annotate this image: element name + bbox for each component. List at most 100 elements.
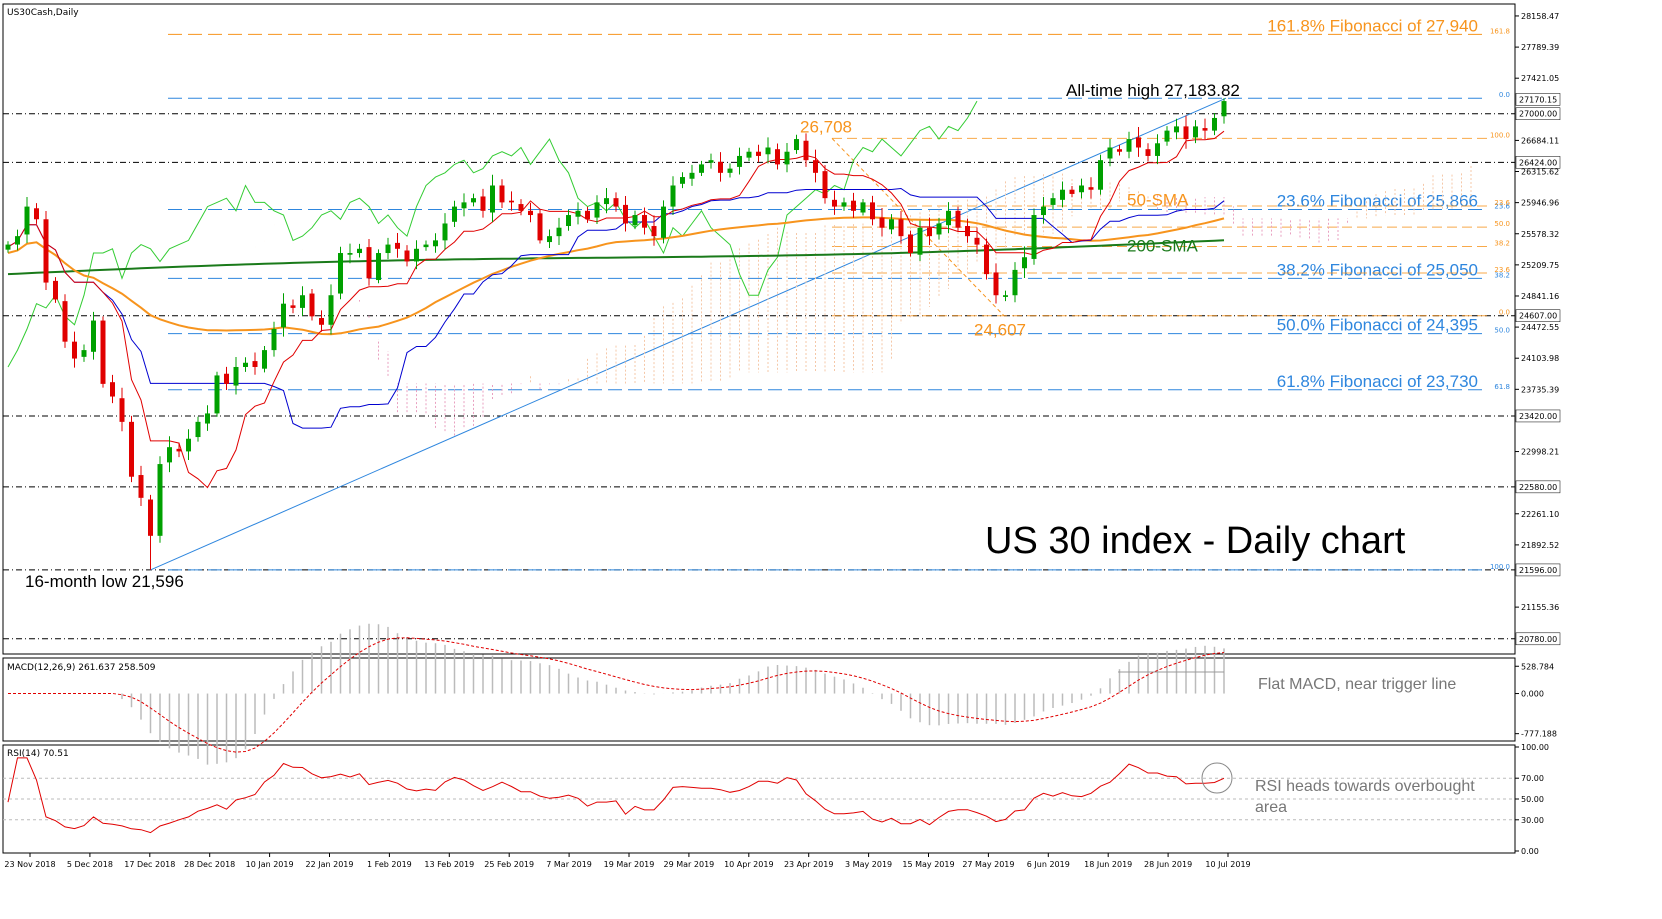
candle-body <box>461 202 467 209</box>
candle-body <box>642 215 647 228</box>
chart-annotations: All-time high 27,183.82 26,708 24,607 16-mo… <box>25 81 1240 591</box>
candle-body <box>879 217 885 228</box>
candle-body <box>100 320 106 384</box>
candle-body <box>537 213 543 241</box>
price-tick-label: 21155.36 <box>1521 603 1559 612</box>
candle-body <box>195 421 201 438</box>
candle-body <box>689 172 695 179</box>
time-tick-label: 17 Dec 2018 <box>124 860 175 869</box>
time-tick-label: 10 Apr 2019 <box>724 860 773 869</box>
candle-body <box>281 303 286 328</box>
candle-body <box>1060 189 1065 200</box>
time-tick-label: 5 Dec 2018 <box>67 860 113 869</box>
candle-body <box>214 375 220 414</box>
level-tag <box>1515 107 1561 120</box>
rsi-highlight-circle <box>1201 762 1233 794</box>
candle-body <box>936 223 942 235</box>
macd-signal-line <box>8 637 1225 753</box>
level-tag <box>1515 563 1561 577</box>
chart-title: US 30 index - Daily chart <box>985 520 1406 562</box>
candle-body <box>471 198 476 203</box>
candle-body <box>509 200 514 203</box>
kijun-line <box>7 187 1225 429</box>
candle-body <box>1136 137 1141 148</box>
candle-body <box>290 305 296 308</box>
candle-body <box>366 247 372 279</box>
candle-body <box>357 248 362 254</box>
candle-body <box>233 366 239 386</box>
candle-body <box>604 198 609 205</box>
candle-body <box>167 447 172 463</box>
candle-body <box>414 248 419 262</box>
level-tag-label: 20780.00 <box>1519 635 1557 644</box>
time-tick-label: 18 Jun 2019 <box>1084 860 1132 869</box>
candle-body <box>24 206 30 235</box>
price-axis: 28158.47 27789.39 27421.05 26684.11 26315.62… <box>1515 12 1561 646</box>
level-tag-label: 27000.00 <box>1519 110 1557 119</box>
fib-label: 50.0% Fibonacci of 24,395 <box>1277 316 1478 335</box>
fib-short-ratio: 50.0 <box>1494 220 1510 228</box>
rsi-tick-label: 70.00 <box>1521 774 1544 783</box>
candle-body <box>528 210 533 216</box>
candle-body <box>737 155 742 167</box>
rsi-tick-label: 100.00 <box>1521 743 1549 752</box>
level-tag <box>1515 309 1561 322</box>
candle-body <box>1088 187 1094 190</box>
price-tick-label: 24472.55 <box>1521 323 1559 332</box>
level-tag <box>1515 409 1561 423</box>
candle-body <box>613 198 619 207</box>
price-tick-label: 24103.98 <box>1521 354 1559 363</box>
fib-connector <box>831 138 1005 317</box>
candle-body <box>395 242 400 249</box>
candle-body <box>176 448 182 452</box>
candle-body <box>566 215 571 227</box>
fib-label: 61.8% Fibonacci of 23,730 <box>1277 372 1478 391</box>
indicator-lines <box>7 100 1225 489</box>
candle-body <box>5 244 11 250</box>
high-26708-label: 26,708 <box>800 117 852 136</box>
candle-body <box>34 208 39 220</box>
macd-tick-label: 528.784 <box>1521 662 1554 671</box>
candle-body <box>186 438 191 452</box>
candle-body <box>328 295 334 325</box>
fib-ratio: 38.2 <box>1494 271 1510 279</box>
sma200-line <box>7 239 1225 276</box>
level-tag-label: 23420.00 <box>1519 412 1557 421</box>
current-price-label: 27170.15 <box>1519 95 1557 104</box>
ath-label: All-time high 27,183.82 <box>1066 81 1240 100</box>
sma50-line <box>7 216 1225 336</box>
candlesticks <box>5 98 1227 570</box>
candle-body <box>404 250 410 262</box>
level-tag <box>1515 632 1561 646</box>
candle-body <box>803 140 809 161</box>
macd-panel <box>2 657 1516 742</box>
candle-body <box>775 149 780 165</box>
time-tick-label: 3 May 2019 <box>845 860 892 869</box>
sma200-label: 200-SMA <box>1127 236 1199 255</box>
candle-body <box>129 421 134 477</box>
fib-short-ratio: 0.0 <box>1499 309 1510 317</box>
price-tick-label: 26315.62 <box>1521 168 1559 177</box>
candle-body <box>765 147 771 155</box>
time-tick-label: 28 Jun 2019 <box>1144 860 1192 869</box>
time-tick-label: 28 Dec 2018 <box>184 860 235 869</box>
fib-short-ratio: 38.2 <box>1494 239 1510 247</box>
rsi-line <box>7 757 1225 834</box>
candle-body <box>309 293 315 317</box>
low-16m-label: 16-month low 21,596 <box>25 572 184 591</box>
price-tick-label: 24841.16 <box>1521 292 1559 301</box>
candle-body <box>718 161 723 173</box>
level-tag-label: 24607.00 <box>1519 312 1557 321</box>
price-tick-label: 23735.39 <box>1521 385 1559 394</box>
tenkan-line <box>7 130 1225 489</box>
candle-body <box>338 253 343 294</box>
candle-body <box>480 196 486 211</box>
candle-body <box>148 499 153 536</box>
current-price-tag <box>1515 93 1561 106</box>
fib-label: 23.6% Fibonacci of 25,866 <box>1277 191 1478 210</box>
candle-body <box>518 204 524 211</box>
candle-body <box>385 244 391 254</box>
price-tick-label: 22998.21 <box>1521 448 1559 457</box>
candle-body <box>1003 295 1008 297</box>
time-axis: 23 Nov 2018 5 Dec 2018 17 Dec 2018 28 Dec 2… <box>4 853 1251 869</box>
